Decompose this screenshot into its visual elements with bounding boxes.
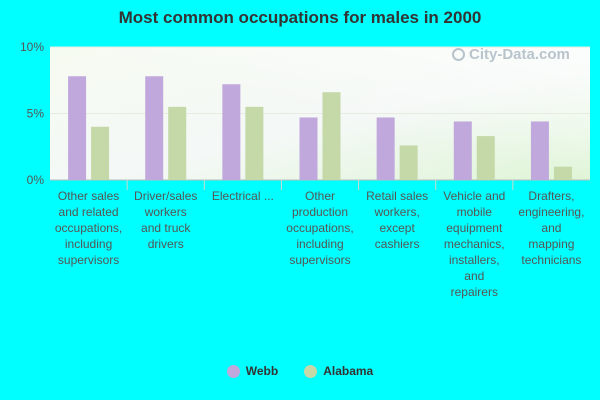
- bar-alabama-4: [399, 145, 418, 180]
- bar-webb-1: [145, 76, 164, 180]
- x-tick-label: Driver/sales workers and truck drivers: [134, 189, 197, 251]
- bar-webb-4: [376, 117, 395, 180]
- y-tick-label: 10%: [20, 40, 44, 54]
- legend-item-webb: Webb: [226, 364, 279, 378]
- y-tick-label: 5%: [27, 107, 45, 121]
- x-tick-label: Vehicle and mobile equipment mechanics, inst…: [443, 189, 505, 299]
- magnifier-icon: [452, 48, 465, 61]
- bar-alabama-2: [245, 106, 264, 180]
- bar-webb-6: [530, 121, 549, 180]
- legend-label-webb: Webb: [245, 364, 279, 378]
- legend-swatch-webb: [226, 364, 240, 378]
- x-tick-label: Retail sales workers, except cashiers: [366, 189, 428, 251]
- x-tick-label: Other production occupations, including supe…: [286, 189, 353, 267]
- legend-label-alabama: Alabama: [323, 364, 374, 378]
- legend: Webb Alabama: [0, 364, 600, 378]
- legend-item-alabama: Alabama: [304, 364, 373, 378]
- watermark-text: City-Data.com: [469, 46, 570, 63]
- watermark: City-Data.com: [452, 46, 570, 63]
- y-tick-label: 0%: [27, 173, 45, 187]
- x-tick-label: Drafters, engineering, and mapping technicia…: [518, 189, 584, 267]
- legend-swatch-alabama: [304, 364, 318, 378]
- bar-alabama-6: [553, 166, 572, 180]
- bar-webb-2: [222, 84, 241, 180]
- bar-alabama-3: [322, 92, 341, 180]
- bar-alabama-5: [476, 136, 495, 180]
- bar-webb-3: [299, 117, 318, 180]
- x-tick-label: Electrical ...: [212, 189, 274, 203]
- bar-alabama-1: [168, 106, 187, 180]
- bar-webb-0: [68, 76, 87, 180]
- bar-alabama-0: [91, 126, 110, 180]
- chart-title: Most common occupations for males in 200…: [118, 8, 482, 27]
- x-tick-label: Other sales and related occupations, includ…: [55, 189, 122, 267]
- bar-webb-5: [453, 121, 472, 180]
